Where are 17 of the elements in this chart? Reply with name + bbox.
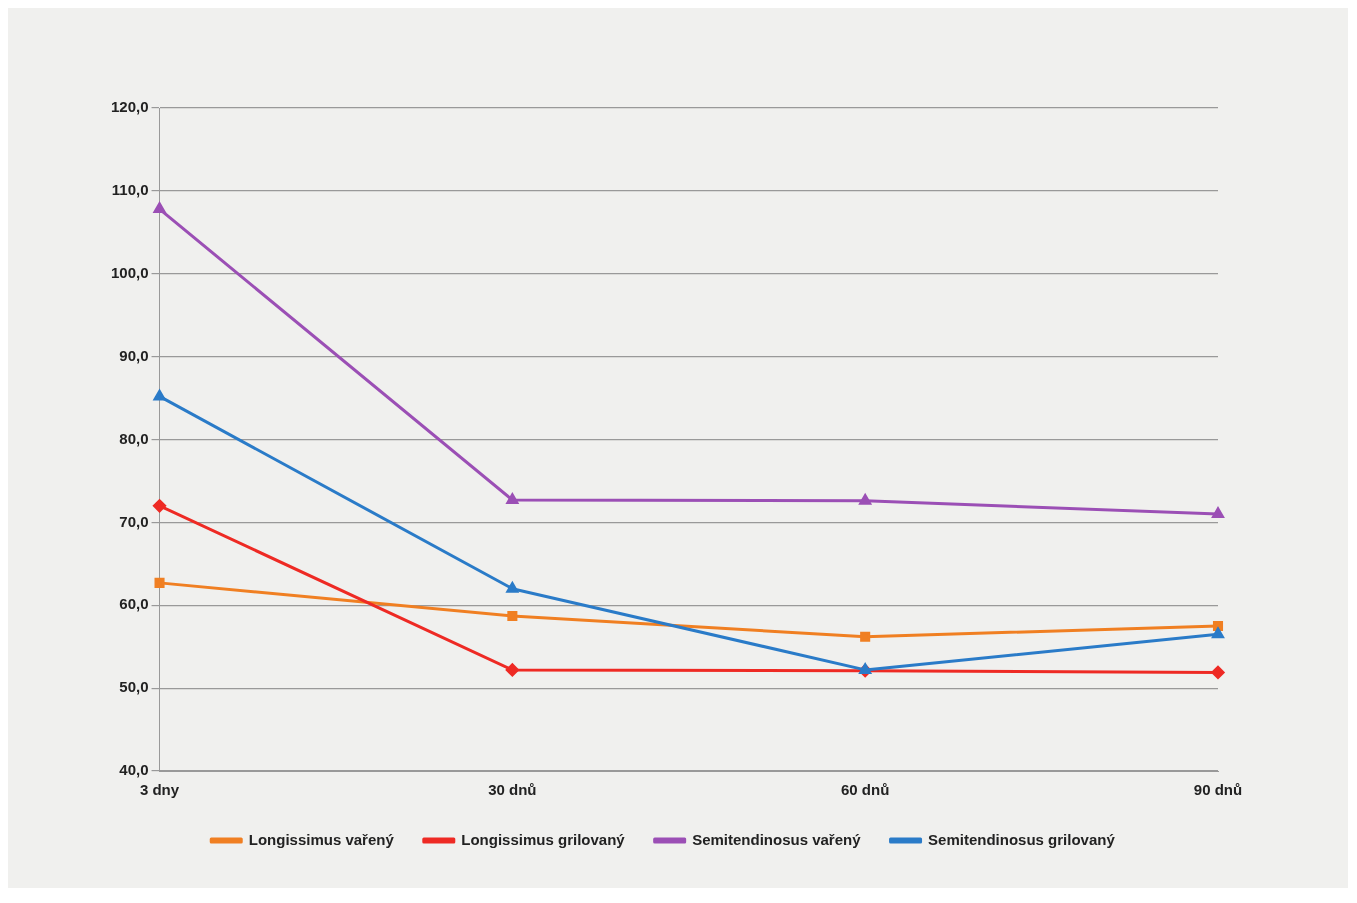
- y-tick-label: 100,0: [110, 263, 149, 281]
- legend-label: Semitendinosus vařený: [692, 830, 862, 848]
- legend-label: Longissimus vařený: [248, 830, 395, 848]
- x-tick-label: 90 dnů: [1193, 781, 1243, 799]
- x-tick-label: 60 dnů: [841, 781, 890, 799]
- y-tick-label: 80,0: [119, 429, 149, 447]
- y-tick-label: 70,0: [119, 512, 149, 530]
- y-tick-label: 50,0: [119, 678, 149, 696]
- legend-label: Longissimus grilovaný: [461, 830, 626, 848]
- y-tick-label: 110,0: [111, 181, 149, 199]
- y-tick-label: 90,0: [119, 346, 149, 364]
- y-tick-label: 60,0: [119, 595, 149, 613]
- legend-label: Semitendinosus grilovaný: [928, 830, 1116, 848]
- y-tick-label: 120,0: [110, 98, 149, 116]
- x-tick-label: 30 dnů: [488, 781, 537, 799]
- x-tick-label: 3 dny: [139, 781, 180, 799]
- y-tick-label: 40,0: [119, 761, 149, 779]
